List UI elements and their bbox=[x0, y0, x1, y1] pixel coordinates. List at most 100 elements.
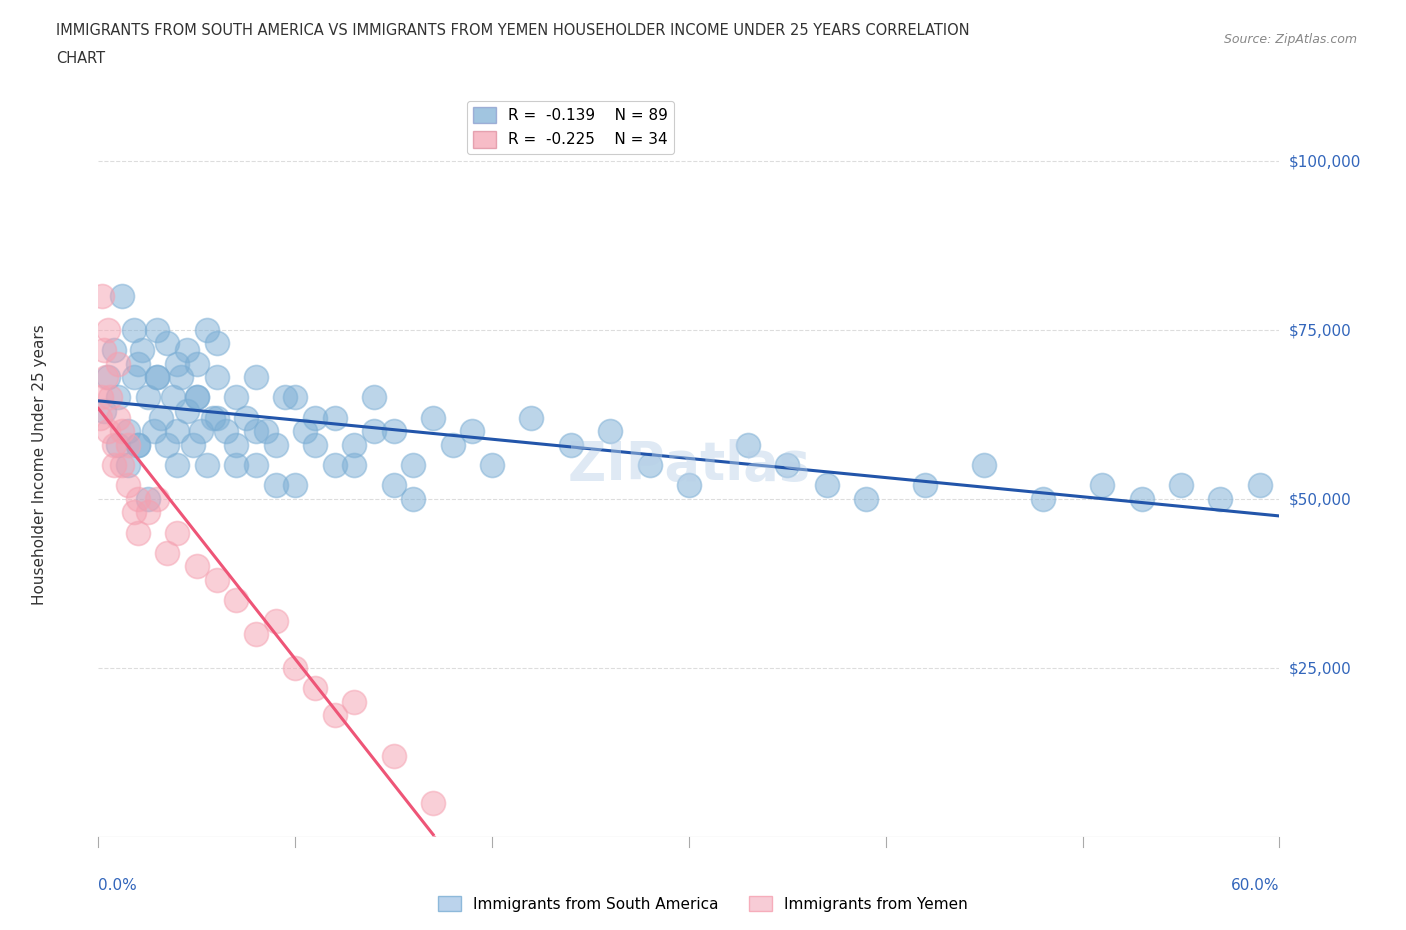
Point bbox=[190, 424, 212, 439]
Point bbox=[402, 458, 425, 472]
Point bbox=[111, 458, 134, 472]
Point bbox=[274, 390, 297, 405]
Point bbox=[264, 613, 287, 628]
Point bbox=[117, 437, 139, 452]
Point bbox=[107, 437, 129, 452]
Point bbox=[117, 424, 139, 439]
Point bbox=[225, 390, 247, 405]
Point bbox=[737, 437, 759, 452]
Point bbox=[162, 390, 184, 405]
Point bbox=[205, 369, 228, 384]
Point bbox=[245, 424, 267, 439]
Point bbox=[422, 796, 444, 811]
Point bbox=[461, 424, 484, 439]
Point bbox=[343, 458, 366, 472]
Point bbox=[205, 336, 228, 351]
Point bbox=[382, 749, 405, 764]
Point bbox=[855, 491, 877, 506]
Legend: Immigrants from South America, Immigrants from Yemen: Immigrants from South America, Immigrant… bbox=[432, 889, 974, 918]
Point bbox=[117, 458, 139, 472]
Point bbox=[127, 437, 149, 452]
Point bbox=[186, 390, 208, 405]
Point bbox=[304, 681, 326, 696]
Point bbox=[264, 478, 287, 493]
Point bbox=[225, 437, 247, 452]
Point bbox=[186, 390, 208, 405]
Point bbox=[111, 424, 134, 439]
Point bbox=[343, 695, 366, 710]
Point bbox=[136, 491, 159, 506]
Point bbox=[107, 390, 129, 405]
Point bbox=[117, 478, 139, 493]
Point bbox=[1091, 478, 1114, 493]
Point bbox=[103, 342, 125, 357]
Point bbox=[186, 559, 208, 574]
Point bbox=[481, 458, 503, 472]
Point bbox=[103, 458, 125, 472]
Point bbox=[678, 478, 700, 493]
Point bbox=[638, 458, 661, 472]
Point bbox=[205, 573, 228, 588]
Point bbox=[304, 437, 326, 452]
Point bbox=[382, 478, 405, 493]
Point bbox=[170, 369, 193, 384]
Point bbox=[363, 424, 385, 439]
Point bbox=[156, 437, 179, 452]
Point bbox=[284, 390, 307, 405]
Point bbox=[294, 424, 316, 439]
Point bbox=[127, 491, 149, 506]
Point bbox=[156, 546, 179, 561]
Point bbox=[245, 627, 267, 642]
Point bbox=[560, 437, 582, 452]
Point bbox=[166, 525, 188, 540]
Point bbox=[323, 458, 346, 472]
Point bbox=[176, 342, 198, 357]
Text: 60.0%: 60.0% bbox=[1232, 878, 1279, 893]
Point bbox=[181, 437, 204, 452]
Point bbox=[146, 491, 169, 506]
Point bbox=[1032, 491, 1054, 506]
Point bbox=[146, 323, 169, 338]
Point bbox=[225, 592, 247, 607]
Point bbox=[96, 369, 118, 384]
Text: IMMIGRANTS FROM SOUTH AMERICA VS IMMIGRANTS FROM YEMEN HOUSEHOLDER INCOME UNDER : IMMIGRANTS FROM SOUTH AMERICA VS IMMIGRA… bbox=[56, 23, 970, 38]
Point bbox=[146, 369, 169, 384]
Point bbox=[107, 410, 129, 425]
Point bbox=[97, 424, 120, 439]
Point bbox=[973, 458, 995, 472]
Point bbox=[103, 437, 125, 452]
Point bbox=[1130, 491, 1153, 506]
Point bbox=[323, 708, 346, 723]
Text: CHART: CHART bbox=[56, 51, 105, 66]
Point bbox=[599, 424, 621, 439]
Point bbox=[89, 410, 111, 425]
Point bbox=[107, 356, 129, 371]
Point bbox=[131, 342, 153, 357]
Point bbox=[122, 323, 145, 338]
Legend: R =  -0.139    N = 89, R =  -0.225    N = 34: R = -0.139 N = 89, R = -0.225 N = 34 bbox=[467, 100, 675, 153]
Point bbox=[156, 336, 179, 351]
Point bbox=[304, 410, 326, 425]
Point bbox=[382, 424, 405, 439]
Point bbox=[1209, 491, 1232, 506]
Point bbox=[111, 288, 134, 303]
Point bbox=[142, 424, 165, 439]
Text: Householder Income Under 25 years: Householder Income Under 25 years bbox=[32, 325, 46, 605]
Point bbox=[166, 424, 188, 439]
Point bbox=[776, 458, 799, 472]
Point bbox=[136, 505, 159, 520]
Text: Source: ZipAtlas.com: Source: ZipAtlas.com bbox=[1223, 33, 1357, 46]
Point bbox=[914, 478, 936, 493]
Point bbox=[176, 404, 198, 418]
Point bbox=[186, 356, 208, 371]
Point bbox=[98, 390, 121, 405]
Point bbox=[122, 369, 145, 384]
Text: 0.0%: 0.0% bbox=[98, 878, 138, 893]
Point bbox=[235, 410, 257, 425]
Point bbox=[422, 410, 444, 425]
Point bbox=[127, 437, 149, 452]
Point bbox=[205, 410, 228, 425]
Point bbox=[150, 410, 173, 425]
Point bbox=[127, 356, 149, 371]
Point bbox=[195, 323, 218, 338]
